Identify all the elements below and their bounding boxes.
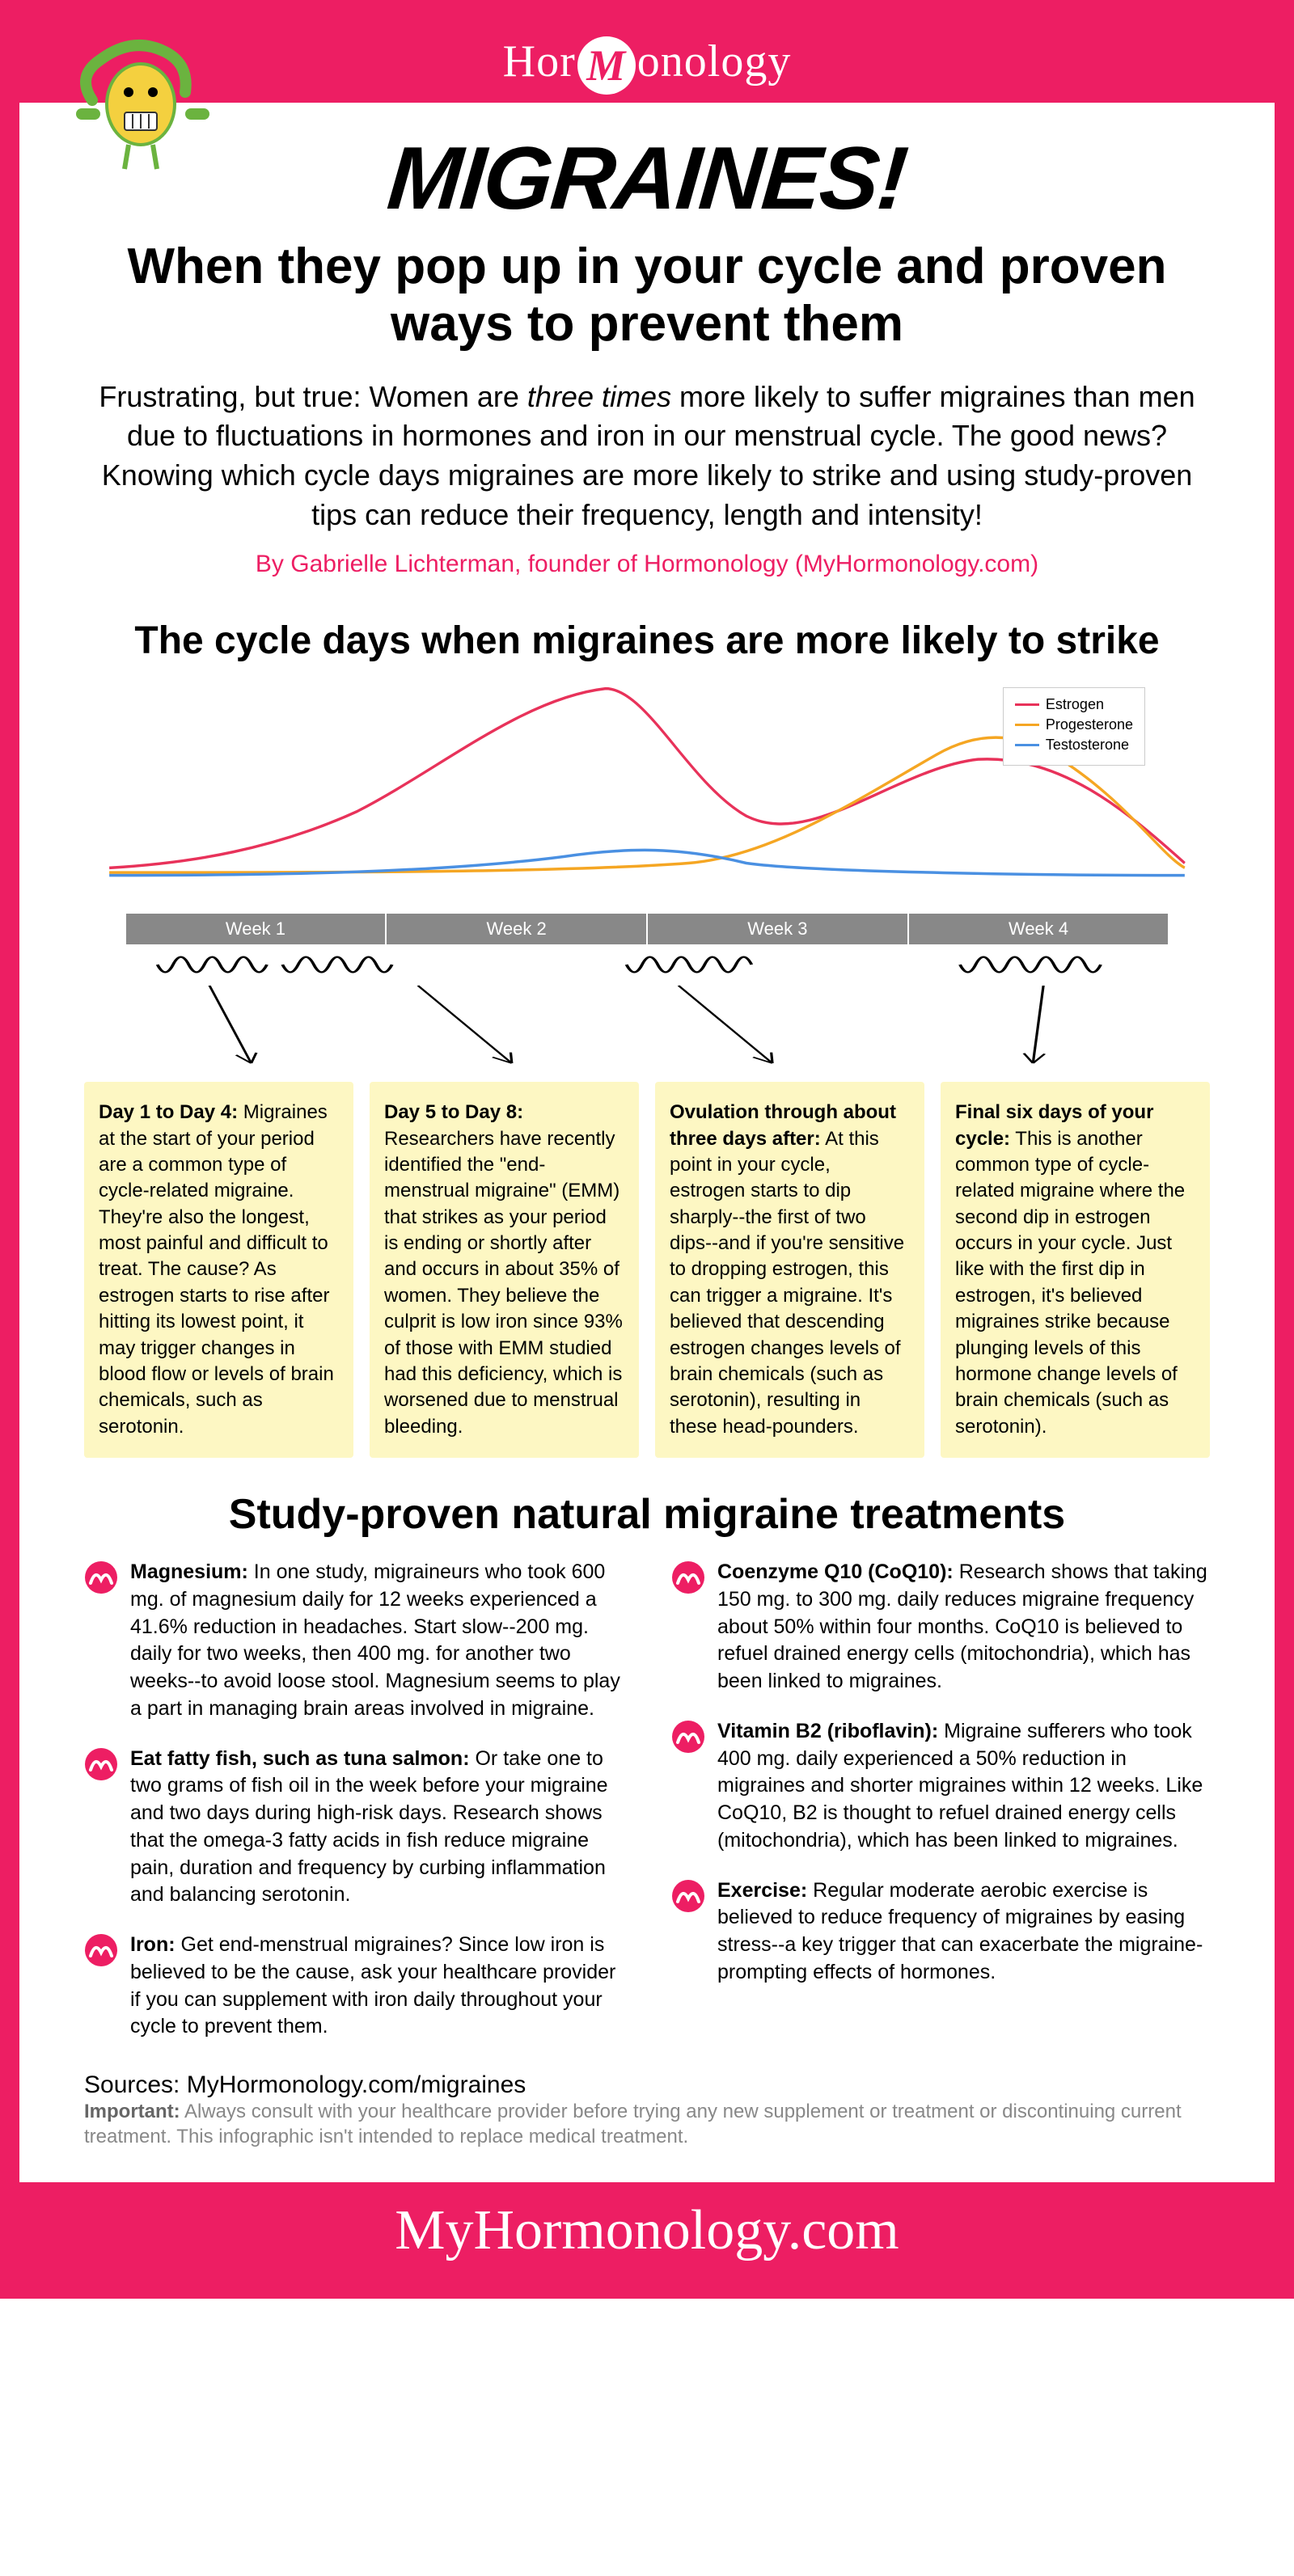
- squiggle-markers: [126, 952, 1169, 977]
- callouts-row: Day 1 to Day 4: Migraines at the start o…: [68, 1082, 1226, 1458]
- callout-title: Day 5 to Day 8:: [384, 1101, 523, 1123]
- chart-legend: Estrogen Progesterone Testosterone: [1003, 687, 1145, 766]
- week-cell: Week 4: [907, 914, 1169, 944]
- callout-arrows: [126, 981, 1169, 1078]
- treatment-title: Iron:: [130, 1933, 175, 1956]
- legend-item: Estrogen: [1015, 696, 1133, 713]
- callout-text: This is another common type of cycle-rel…: [955, 1128, 1185, 1438]
- legend-swatch: [1015, 724, 1039, 726]
- important-note: Important: Always consult with your heal…: [68, 2099, 1226, 2165]
- treatment-text: Vitamin B2 (riboflavin): Migraine suffer…: [717, 1718, 1210, 1855]
- treatment-item: Coenzyme Q10 (CoQ10): Research shows tha…: [671, 1559, 1210, 1696]
- treatment-text: Iron: Get end-menstrual migraines? Since…: [130, 1932, 623, 2041]
- week-bar: Week 1Week 2Week 3Week 4: [126, 914, 1169, 944]
- brand-bullet-icon: [671, 1560, 705, 1594]
- brand-prefix: Hor: [503, 36, 576, 87]
- treatments-right-col: Coenzyme Q10 (CoQ10): Research shows tha…: [671, 1559, 1210, 2063]
- week-cell: Week 1: [126, 914, 386, 944]
- cycle-callout: Final six days of your cycle: This is an…: [941, 1082, 1210, 1458]
- brand-bullet-icon: [84, 1560, 118, 1594]
- treatment-title: Exercise:: [717, 1879, 807, 1902]
- week-cell: Week 2: [385, 914, 646, 944]
- treatment-text: Eat fatty fish, such as tuna salmon: Or …: [130, 1746, 623, 1910]
- legend-swatch: [1015, 703, 1039, 706]
- week-cell: Week 3: [646, 914, 907, 944]
- treatment-text: Magnesium: In one study, migraineurs who…: [130, 1559, 623, 1723]
- outer-frame: HorMonology MIGRAINES! When they pop up …: [0, 0, 1294, 2299]
- chart-heading: The cycle days when migraines are more l…: [68, 619, 1226, 663]
- brand-bullet-icon: [671, 1720, 705, 1754]
- brand-bullet-icon: [84, 1747, 118, 1781]
- treatment-item: Magnesium: In one study, migraineurs who…: [84, 1559, 623, 1723]
- treatments-grid: Magnesium: In one study, migraineurs who…: [68, 1559, 1226, 2063]
- legend-label: Progesterone: [1046, 716, 1133, 733]
- footer-url: MyHormonology.com: [19, 2198, 1275, 2263]
- treatment-text: Coenzyme Q10 (CoQ10): Research shows tha…: [717, 1559, 1210, 1696]
- cycle-callout: Day 5 to Day 8: Researchers have recentl…: [370, 1082, 639, 1458]
- treatment-title: Eat fatty fish, such as tuna salmon:: [130, 1747, 470, 1770]
- sources-line: Sources: MyHormonology.com/migraines: [68, 2063, 1226, 2099]
- legend-label: Estrogen: [1046, 696, 1104, 713]
- subtitle: When they pop up in your cycle and prove…: [68, 238, 1226, 353]
- header-bar: HorMonology: [19, 19, 1275, 103]
- legend-item: Testosterone: [1015, 737, 1133, 754]
- important-label: Important:: [84, 2101, 180, 2122]
- callout-text: At this point in your cycle, estrogen st…: [670, 1128, 904, 1438]
- cycle-callout: Ovulation through about three days after…: [655, 1082, 924, 1458]
- treatment-title: Coenzyme Q10 (CoQ10):: [717, 1560, 954, 1583]
- legend-label: Testosterone: [1046, 737, 1129, 754]
- byline: By Gabrielle Lichterman, founder of Horm…: [68, 551, 1226, 578]
- brand-bullet-icon: [84, 1933, 118, 1967]
- callout-text: Researchers have recently identified the…: [384, 1128, 623, 1438]
- treatment-item: Eat fatty fish, such as tuna salmon: Or …: [84, 1746, 623, 1910]
- important-text: Always consult with your healthcare prov…: [84, 2101, 1182, 2147]
- legend-swatch: [1015, 744, 1039, 746]
- callout-title: Day 1 to Day 4:: [99, 1101, 238, 1123]
- intro-paragraph: Frustrating, but true: Women are three t…: [68, 378, 1226, 534]
- treatment-item: Iron: Get end-menstrual migraines? Since…: [84, 1932, 623, 2041]
- footer-bar: MyHormonology.com: [19, 2182, 1275, 2279]
- hormone-chart: Estrogen Progesterone Testosterone: [68, 679, 1226, 906]
- main-title: MIGRAINES!: [63, 127, 1230, 230]
- cycle-callout: Day 1 to Day 4: Migraines at the start o…: [84, 1082, 353, 1458]
- legend-item: Progesterone: [1015, 716, 1133, 733]
- main-body: MIGRAINES! When they pop up in your cycl…: [19, 103, 1275, 2181]
- treatment-item: Vitamin B2 (riboflavin): Migraine suffer…: [671, 1718, 1210, 1855]
- treatments-left-col: Magnesium: In one study, migraineurs who…: [84, 1559, 623, 2063]
- treatment-title: Vitamin B2 (riboflavin):: [717, 1720, 938, 1742]
- brand-bullet-icon: [671, 1879, 705, 1913]
- brand-m-icon: M: [577, 36, 636, 95]
- treatment-item: Exercise: Regular moderate aerobic exerc…: [671, 1877, 1210, 1987]
- treatments-heading: Study-proven natural migraine treatments: [68, 1490, 1226, 1539]
- brand-suffix: onology: [637, 36, 792, 87]
- treatment-title: Magnesium:: [130, 1560, 248, 1583]
- treatment-text: Exercise: Regular moderate aerobic exerc…: [717, 1877, 1210, 1987]
- callout-text: Migraines at the start of your period ar…: [99, 1101, 334, 1438]
- inner-content: MIGRAINES! When they pop up in your cycl…: [19, 103, 1275, 2181]
